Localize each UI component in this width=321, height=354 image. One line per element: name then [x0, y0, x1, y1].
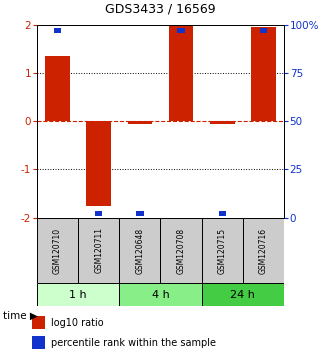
Bar	[202, 283, 284, 306]
Text: GSM120715: GSM120715	[218, 227, 227, 274]
Text: 24 h: 24 h	[230, 290, 255, 300]
Text: GDS3433 / 16569: GDS3433 / 16569	[105, 3, 216, 16]
Text: 1 h: 1 h	[69, 290, 87, 300]
Bar	[260, 28, 267, 33]
Text: GSM120710: GSM120710	[53, 227, 62, 274]
Text: time ▶: time ▶	[3, 311, 38, 321]
Bar	[210, 121, 235, 124]
Bar	[37, 218, 78, 283]
Bar	[37, 283, 119, 306]
Bar	[32, 316, 45, 329]
Bar	[32, 336, 45, 349]
Bar	[54, 28, 61, 33]
Text: GSM120648: GSM120648	[135, 227, 144, 274]
Text: GSM120716: GSM120716	[259, 227, 268, 274]
Bar	[178, 28, 185, 33]
Text: GSM120711: GSM120711	[94, 228, 103, 273]
Text: 4 h: 4 h	[152, 290, 169, 300]
Bar	[86, 121, 111, 206]
Bar	[243, 218, 284, 283]
Text: log10 ratio: log10 ratio	[51, 318, 104, 328]
Text: GSM120708: GSM120708	[177, 227, 186, 274]
Bar	[78, 218, 119, 283]
Bar	[119, 218, 160, 283]
Bar	[251, 27, 276, 121]
Bar	[95, 211, 102, 216]
Bar	[45, 56, 70, 121]
Bar	[169, 25, 194, 121]
Bar	[119, 283, 202, 306]
Bar	[127, 121, 152, 124]
Bar	[202, 218, 243, 283]
Bar	[160, 218, 202, 283]
Text: percentile rank within the sample: percentile rank within the sample	[51, 338, 216, 348]
Bar	[219, 211, 226, 216]
Bar	[136, 211, 143, 216]
